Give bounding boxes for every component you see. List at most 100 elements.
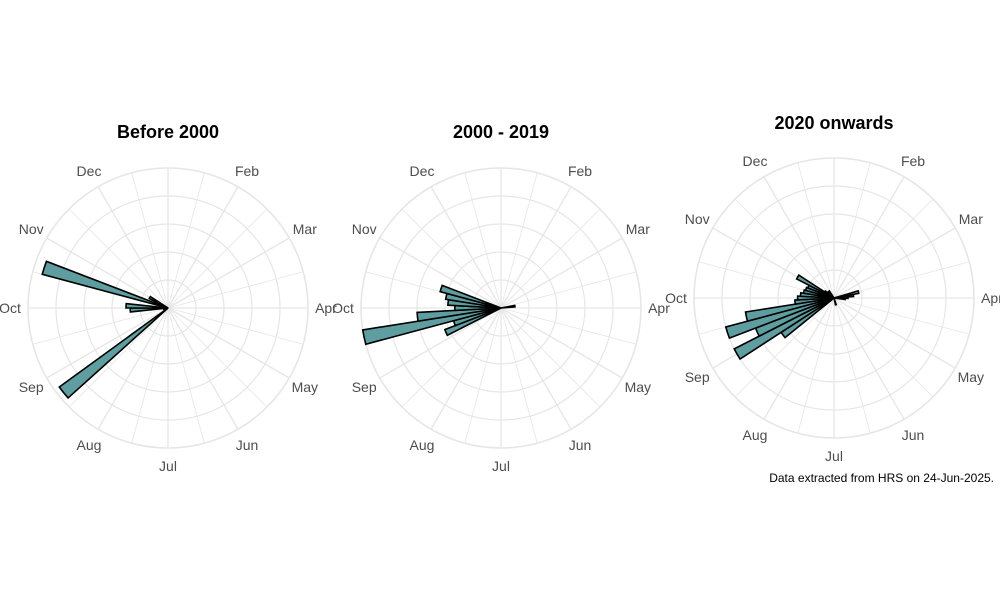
month-label-sep: Sep (352, 379, 377, 395)
grid-spoke-minor (68, 307, 169, 408)
month-label-oct: Oct (332, 300, 354, 316)
grid-spoke-minor (833, 162, 871, 299)
grid-spoke-minor (167, 307, 268, 408)
month-label-jun: Jun (569, 437, 592, 453)
grid-spoke-major (500, 307, 572, 430)
month-label-nov: Nov (19, 221, 44, 237)
polar-panel-3: Feb Mar Apr May Jun Jul Aug Sep Oct Nov Dec 2020 on… (665, 113, 1000, 464)
month-label-may: May (625, 379, 651, 395)
rose-wedge (41, 260, 169, 309)
rose-wedge (439, 284, 502, 309)
grid-spoke-minor (68, 208, 169, 309)
chart-panels: Feb Mar Apr May Jun Jul Aug Sep Oct Nov Dec Before … (0, 113, 1000, 474)
grid-spoke-minor (500, 271, 637, 309)
grid-spoke-major (833, 176, 905, 299)
month-label-nov: Nov (352, 221, 377, 237)
rose-wedge (724, 297, 835, 340)
grid-spoke-major (833, 297, 905, 420)
grid-spoke-major (500, 186, 572, 309)
panel-title: Before 2000 (117, 122, 219, 142)
grid-spoke-major (97, 186, 169, 309)
grid-spoke-major (167, 307, 290, 379)
month-label-jul: Jul (492, 458, 510, 474)
grid-spoke-minor (32, 307, 169, 345)
month-label-jun: Jun (902, 427, 925, 443)
month-label-feb: Feb (235, 163, 259, 179)
grid-spoke-major (430, 307, 502, 430)
month-label-jun: Jun (236, 437, 259, 453)
month-label-may: May (292, 379, 318, 395)
rose-wedge (58, 307, 169, 400)
month-label-apr: Apr (981, 290, 1000, 306)
grid-spoke-minor (734, 297, 835, 398)
grid-spoke-minor (167, 307, 205, 444)
month-label-mar: Mar (959, 211, 983, 227)
rose-wedge (833, 297, 838, 306)
rose-wedge (148, 295, 169, 309)
month-label-feb: Feb (568, 163, 592, 179)
grid-spoke-minor (797, 297, 835, 434)
grid-spoke-major (97, 307, 169, 430)
month-label-apr: Apr (648, 300, 670, 316)
data-source-caption: Data extracted from HRS on 24-Jun-2025. (769, 471, 994, 485)
rose-wedge (833, 297, 847, 301)
grid-spoke-major (500, 307, 623, 379)
month-label-oct: Oct (0, 300, 21, 316)
month-label-mar: Mar (293, 221, 317, 237)
grid-spoke-minor (833, 297, 871, 434)
rose-wedge (500, 304, 516, 309)
month-label-dec: Dec (743, 153, 768, 169)
grid-spoke-minor (500, 307, 538, 444)
month-label-sep: Sep (685, 369, 710, 385)
month-label-dec: Dec (410, 163, 435, 179)
grid-spoke-minor (131, 172, 169, 309)
grid-spoke-minor (797, 162, 835, 299)
grid-spoke-major (46, 237, 169, 309)
rose-wedge (733, 297, 835, 361)
grid-spoke-major (833, 297, 956, 369)
polar-panel-2: Feb Mar Apr May Jun Jul Aug Sep Oct Nov Dec 2000 - … (332, 122, 670, 474)
grid-spoke-minor (401, 307, 502, 408)
grid-spoke-minor (833, 198, 934, 299)
grid-spoke-major (46, 307, 169, 379)
grid-spoke-major (763, 176, 835, 299)
rose-wedge (794, 297, 835, 306)
grid-spoke-minor (500, 307, 637, 345)
month-label-jul: Jul (159, 458, 177, 474)
month-label-aug: Aug (410, 437, 435, 453)
grid-spoke-major (500, 237, 623, 309)
grid-spoke-minor (167, 307, 304, 345)
grid-spoke-minor (167, 208, 268, 309)
month-label-sep: Sep (19, 379, 44, 395)
panel-title: 2000 - 2019 (453, 122, 549, 142)
grid-spoke-major (430, 186, 502, 309)
grid-spoke-major (167, 237, 290, 309)
grid-spoke-major (167, 186, 239, 309)
grid-spoke-minor (131, 307, 169, 444)
grid-spoke-minor (464, 172, 502, 309)
grid-spoke-minor (500, 208, 601, 309)
grid-spoke-major (833, 227, 956, 299)
grid-spoke-minor (500, 172, 538, 309)
grid-spoke-minor (464, 307, 502, 444)
rose-wedge (416, 307, 502, 323)
month-label-jul: Jul (825, 448, 843, 464)
month-label-mar: Mar (626, 221, 650, 237)
grid-spoke-minor (833, 297, 970, 335)
rose-wedge (361, 307, 502, 346)
rose-wedge (827, 289, 835, 299)
grid-spoke-minor (401, 208, 502, 309)
month-label-feb: Feb (901, 153, 925, 169)
grid-spoke-major (763, 297, 835, 420)
grid-spoke-minor (167, 172, 205, 309)
rose-wedge (744, 297, 835, 323)
grid-spoke-major (379, 237, 502, 309)
month-label-apr: Apr (315, 300, 337, 316)
grid-spoke-minor (734, 198, 835, 299)
grid-spoke-major (167, 307, 239, 430)
month-label-may: May (958, 369, 984, 385)
grid-spoke-minor (167, 271, 304, 309)
month-label-aug: Aug (77, 437, 102, 453)
rose-wedge (443, 307, 502, 337)
